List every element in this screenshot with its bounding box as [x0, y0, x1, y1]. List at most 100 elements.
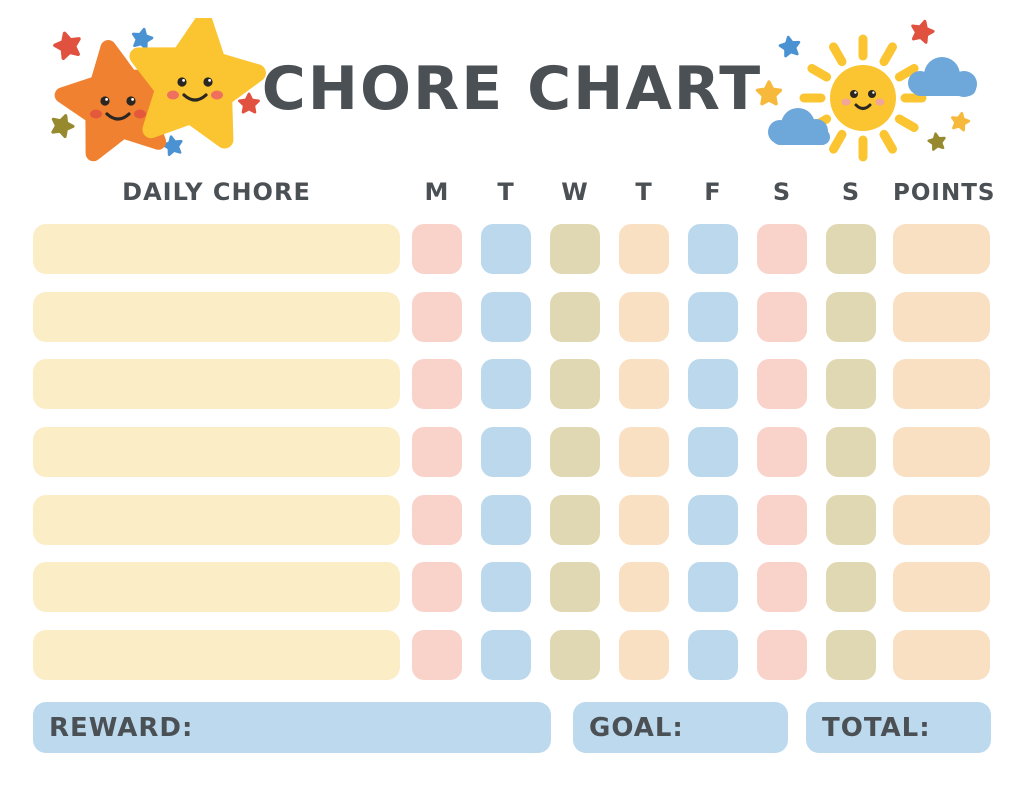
day-header: F: [704, 178, 722, 206]
day-header: M: [424, 178, 450, 206]
day-cell[interactable]: [412, 291, 462, 342]
day-cells-group: [400, 291, 876, 342]
mini-star-icon: [755, 80, 783, 106]
points-header: POINTS: [893, 180, 996, 206]
footer-row: REWARD: GOAL: TOTAL:: [33, 702, 991, 753]
page-title: CHORE CHART: [261, 54, 763, 124]
day-cell[interactable]: [757, 224, 807, 274]
day-cell[interactable]: [550, 224, 600, 274]
day-cell[interactable]: [619, 630, 669, 681]
reward-label: REWARD:: [49, 712, 194, 743]
day-cell[interactable]: [757, 291, 807, 342]
day-cell[interactable]: [619, 291, 669, 342]
mini-star-icon: [948, 110, 972, 133]
day-cell[interactable]: [757, 427, 807, 478]
day-cell[interactable]: [757, 494, 807, 545]
day-header: S: [772, 178, 792, 206]
day-cell[interactable]: [481, 224, 531, 274]
day-cell[interactable]: [619, 427, 669, 478]
day-cell[interactable]: [550, 562, 600, 613]
day-cell[interactable]: [688, 494, 738, 545]
goal-field[interactable]: GOAL:: [573, 702, 788, 753]
sun-icon: [830, 65, 896, 131]
day-cell[interactable]: [481, 427, 531, 478]
day-cell[interactable]: [826, 291, 876, 342]
sun-face: [841, 90, 885, 110]
yellow-star-face: [167, 77, 223, 102]
day-cell[interactable]: [619, 359, 669, 410]
chore-name-field[interactable]: [33, 630, 400, 681]
day-cell[interactable]: [688, 359, 738, 410]
total-field[interactable]: TOTAL:: [806, 702, 991, 753]
day-cell[interactable]: [481, 562, 531, 613]
table-row: [33, 359, 990, 410]
cloud-icon: [768, 108, 830, 145]
day-cells-group: [400, 427, 876, 478]
day-cell[interactable]: [826, 359, 876, 410]
day-cell[interactable]: [688, 562, 738, 613]
table-row: [33, 224, 990, 274]
day-cell[interactable]: [826, 427, 876, 478]
day-cell[interactable]: [826, 494, 876, 545]
day-cell[interactable]: [619, 562, 669, 613]
points-field[interactable]: [893, 224, 990, 274]
chore-grid: [33, 224, 990, 698]
day-header: T: [497, 178, 515, 206]
daily-chore-header: DAILY CHORE: [122, 178, 311, 206]
day-cell[interactable]: [757, 562, 807, 613]
day-cell[interactable]: [826, 224, 876, 274]
mini-star-icon: [129, 25, 155, 51]
day-cell[interactable]: [412, 630, 462, 681]
points-field[interactable]: [893, 427, 990, 478]
mini-star-icon: [777, 34, 803, 59]
day-cell[interactable]: [619, 494, 669, 545]
day-cell[interactable]: [412, 427, 462, 478]
reward-field[interactable]: REWARD:: [33, 702, 551, 753]
chore-name-field[interactable]: [33, 494, 400, 545]
points-field[interactable]: [893, 562, 990, 613]
chore-name-field[interactable]: [33, 224, 400, 274]
day-cell[interactable]: [619, 224, 669, 274]
day-cells-group: [400, 224, 876, 274]
day-cell[interactable]: [757, 359, 807, 410]
day-cell[interactable]: [481, 359, 531, 410]
day-header: S: [841, 178, 861, 206]
day-cell[interactable]: [412, 224, 462, 274]
day-cell[interactable]: [550, 359, 600, 410]
chore-name-field[interactable]: [33, 291, 400, 342]
day-cell[interactable]: [688, 224, 738, 274]
cloud-icon: [908, 57, 977, 97]
day-cell[interactable]: [412, 494, 462, 545]
day-cell[interactable]: [550, 630, 600, 681]
day-cell[interactable]: [826, 630, 876, 681]
points-field[interactable]: [893, 630, 990, 681]
day-cells-group: [400, 359, 876, 410]
day-cell[interactable]: [688, 630, 738, 681]
column-headers: DAILY CHORE M T W T F S S POINTS: [33, 170, 996, 206]
day-cell[interactable]: [412, 359, 462, 410]
day-cells-group: [400, 562, 876, 613]
day-cell[interactable]: [481, 630, 531, 681]
day-cell[interactable]: [550, 291, 600, 342]
day-cell[interactable]: [481, 494, 531, 545]
chore-name-field[interactable]: [33, 359, 400, 410]
day-cell[interactable]: [688, 427, 738, 478]
day-cells-group: [400, 630, 876, 681]
day-header: T: [635, 178, 653, 206]
day-cell[interactable]: [550, 427, 600, 478]
points-field[interactable]: [893, 291, 990, 342]
orange-star-face: [90, 96, 146, 121]
goal-label: GOAL:: [589, 712, 684, 743]
day-cell[interactable]: [826, 562, 876, 613]
day-cell[interactable]: [481, 291, 531, 342]
day-cell[interactable]: [757, 630, 807, 681]
day-cells-group: [400, 494, 876, 545]
day-cell[interactable]: [550, 494, 600, 545]
chore-name-field[interactable]: [33, 427, 400, 478]
points-field[interactable]: [893, 494, 990, 545]
day-cell[interactable]: [688, 291, 738, 342]
points-field[interactable]: [893, 359, 990, 410]
day-cell[interactable]: [412, 562, 462, 613]
chore-name-field[interactable]: [33, 562, 400, 613]
